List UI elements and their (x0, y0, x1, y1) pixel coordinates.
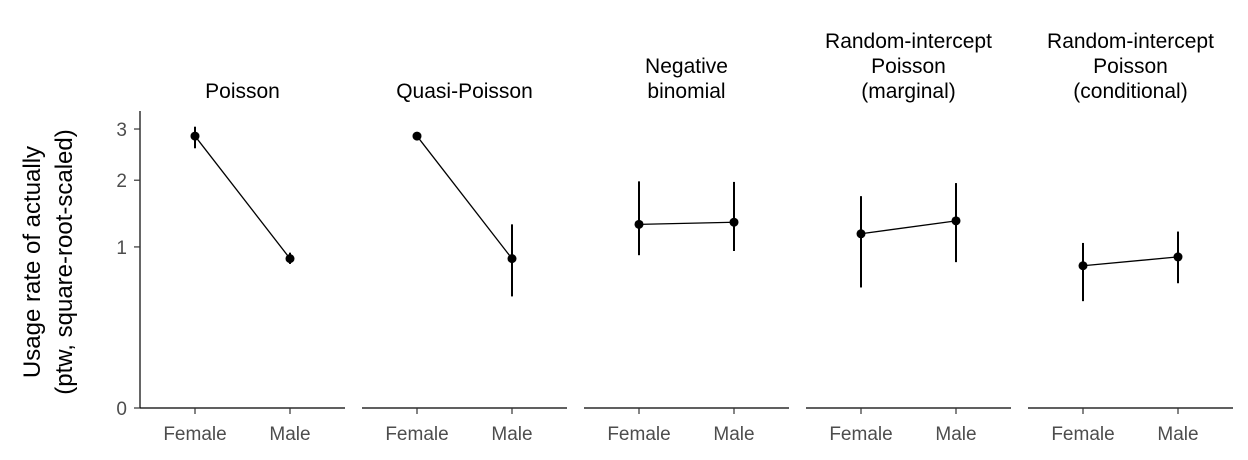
panel-title-line: (marginal) (861, 80, 956, 103)
data-point (1173, 252, 1183, 262)
data-point (951, 216, 961, 226)
y-tick-label: 3 (116, 120, 127, 141)
x-tick-label: Female (829, 424, 892, 445)
y-axis-title-line: Usage rate of actually (19, 146, 46, 378)
panel-title-line: (conditional) (1073, 80, 1187, 103)
panel-title-line: Poisson (871, 55, 946, 78)
panel-title-line: Quasi-Poisson (396, 80, 533, 103)
x-tick-label: Female (163, 424, 226, 445)
connecting-line (1082, 256, 1179, 267)
x-tick-label: Male (935, 424, 976, 445)
connecting-line (416, 135, 513, 260)
panel-title-line: binomial (647, 80, 725, 103)
connecting-line (638, 221, 735, 226)
x-tick-label: Male (1157, 424, 1198, 445)
data-point (729, 217, 739, 227)
data-point (634, 219, 644, 229)
panel-title-line: Negative (645, 55, 728, 78)
panel-title-line: Poisson (205, 80, 280, 103)
panel-title-line: Random-intercept (1047, 30, 1214, 53)
x-tick-label: Female (1051, 424, 1114, 445)
connecting-line (194, 135, 291, 260)
y-axis-title-line: (ptw, square-root-scaled) (51, 129, 78, 394)
panel-title-line: Poisson (1093, 55, 1168, 78)
panel-title-line: Random-intercept (825, 30, 992, 53)
data-point (285, 254, 295, 264)
y-tick-label: 0 (116, 399, 127, 420)
data-point (856, 229, 866, 239)
x-tick-label: Male (269, 424, 310, 445)
y-tick-label: 2 (116, 171, 127, 192)
y-tick-label: 1 (116, 238, 127, 259)
x-tick-label: Female (607, 424, 670, 445)
data-point (1078, 261, 1088, 271)
connecting-line (860, 220, 957, 235)
x-tick-label: Male (491, 424, 532, 445)
x-tick-label: Female (385, 424, 448, 445)
data-point (412, 131, 422, 141)
data-point (507, 254, 517, 264)
x-tick-label: Male (713, 424, 754, 445)
data-point (190, 131, 200, 141)
